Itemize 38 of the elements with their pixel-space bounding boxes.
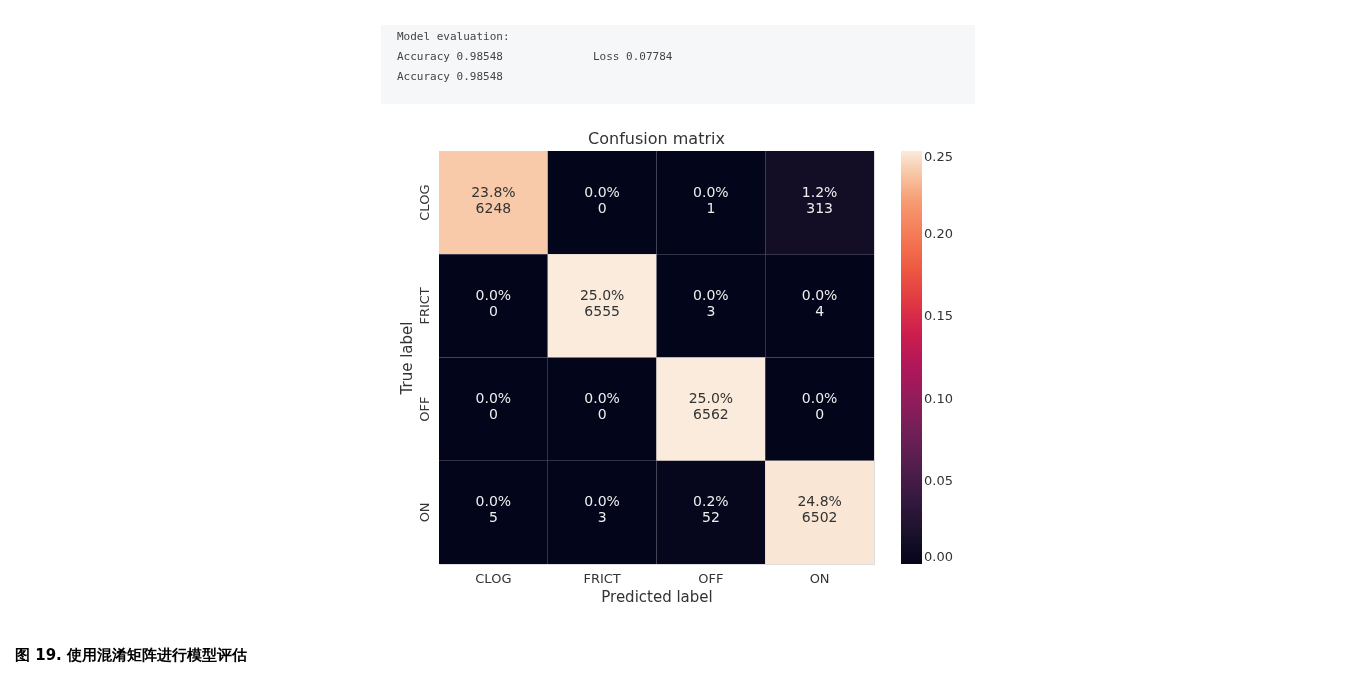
data-label: 25.0% 6555: [579, 286, 625, 319]
y-axis-title: True label: [397, 321, 416, 396]
data-label: 0.0% 0: [475, 390, 512, 423]
data-label: 23.8% 6248: [471, 183, 516, 216]
x-tick-label: ON: [809, 570, 830, 586]
x-tick-label: OFF: [698, 570, 724, 586]
color-bar-label: 0.05: [924, 473, 953, 489]
data-label: 0.0% 0: [584, 183, 620, 216]
text: Accuracy 0.98548: [397, 70, 503, 83]
data-label: 25.0% 6562: [688, 390, 734, 423]
x-tick-label: FRICT: [583, 570, 621, 586]
color-bar-label: 0.00: [924, 549, 953, 564]
text: Loss 0.07784: [593, 50, 673, 63]
data-label: 0.0% 5: [475, 493, 512, 526]
y-tick-label: OFF: [416, 396, 432, 422]
data-label: 0.0% 0: [475, 286, 512, 319]
data-label: 0.2% 52: [693, 493, 729, 526]
x-tick-label: CLOG: [475, 570, 512, 586]
y-tick-label: CLOG: [416, 184, 432, 221]
y-tick-label: FRICT: [416, 287, 432, 325]
data-label: 0.0% 0: [584, 390, 620, 423]
text: Model evaluation:: [397, 30, 510, 43]
color-bar-label: 0.20: [924, 225, 953, 241]
x-axis-title: Predicted label: [601, 587, 713, 606]
data-label: 24.8% 6502: [797, 493, 842, 526]
data-label: 0.0% 1: [693, 183, 729, 216]
color-bar-label: 0.25: [924, 149, 953, 164]
chart-title: Confusion matrix: [588, 129, 725, 148]
color-bar-label: 0.10: [924, 390, 953, 406]
data-label: 0.0% 3: [693, 286, 729, 319]
color-bar-label: 0.15: [924, 308, 953, 324]
data-label: 0.0% 3: [584, 493, 620, 526]
data-label: 0.0% 0: [801, 390, 838, 423]
text: Accuracy 0.98548: [397, 50, 503, 63]
caption: 图 19. 使用混淆矩阵进行模型评估: [15, 646, 248, 664]
y-tick-label: ON: [416, 502, 432, 523]
data-label: 1.2% 313: [801, 183, 838, 216]
data-label: 0.0% 4: [801, 286, 838, 319]
